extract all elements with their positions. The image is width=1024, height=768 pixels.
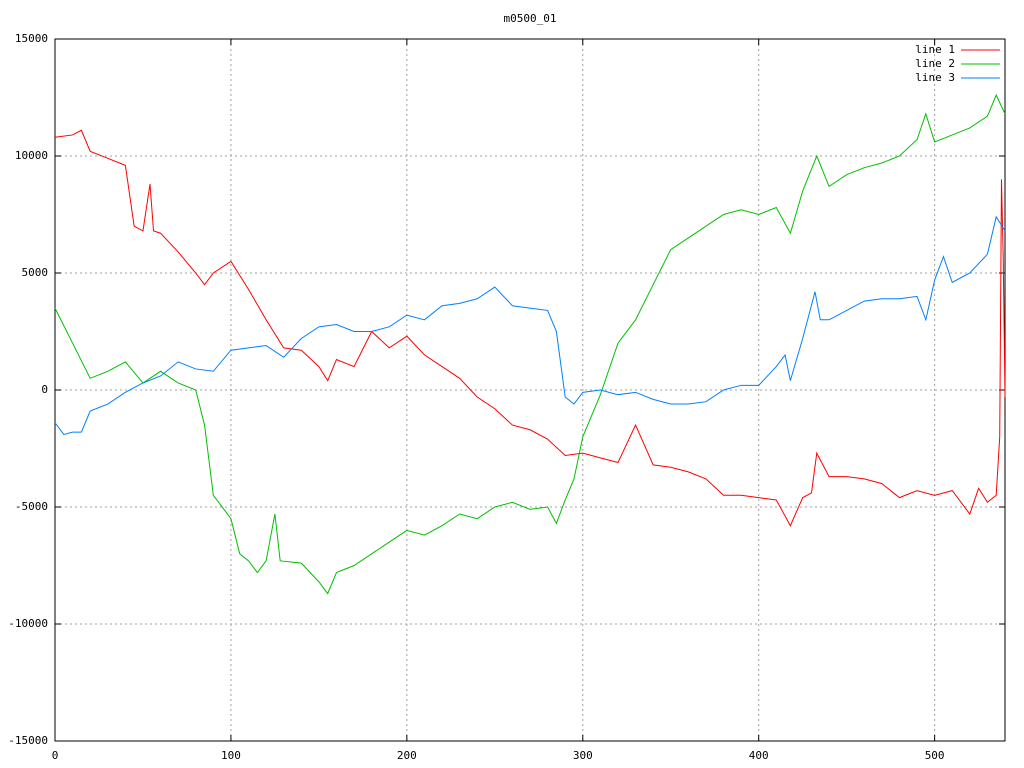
x-tick-label: 0: [52, 749, 59, 762]
legend-label: line 1: [915, 43, 955, 56]
x-tick-label: 400: [749, 749, 769, 762]
y-tick-label: 15000: [15, 32, 48, 45]
legend-label: line 2: [915, 57, 955, 70]
x-tick-label: 200: [397, 749, 417, 762]
y-tick-label: -15000: [8, 734, 48, 747]
y-tick-label: 0: [41, 383, 48, 396]
x-tick-label: 300: [573, 749, 593, 762]
chart-title: m0500_01: [504, 12, 557, 25]
y-tick-label: 5000: [22, 266, 49, 279]
series-line: [54, 93, 1006, 595]
x-tick-label: 100: [221, 749, 241, 762]
series-line: [54, 215, 1006, 436]
y-tick-label: -5000: [15, 500, 48, 513]
legend-label: line 3: [915, 71, 955, 84]
x-tick-label: 500: [925, 749, 945, 762]
y-tick-label: 10000: [15, 149, 48, 162]
series-line: [54, 129, 1006, 527]
y-tick-label: -10000: [8, 617, 48, 630]
